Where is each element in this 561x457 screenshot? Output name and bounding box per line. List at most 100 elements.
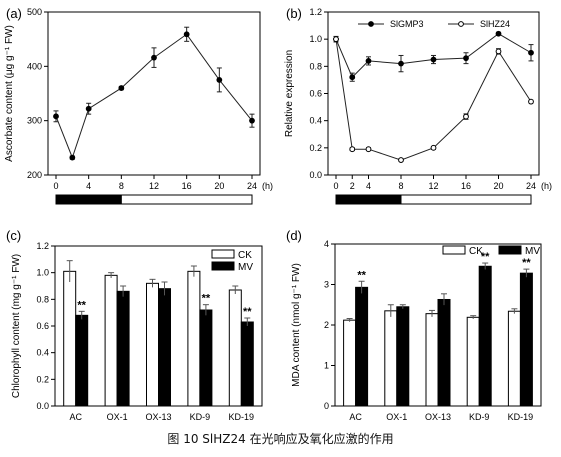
- significance-mark: **: [243, 306, 252, 318]
- x-tick-label: KD-19: [508, 412, 534, 422]
- data-point: [398, 157, 404, 163]
- data-point: [528, 49, 534, 56]
- data-point: [216, 77, 223, 83]
- x-tick-label: AC: [349, 412, 362, 422]
- bar: [146, 282, 159, 407]
- legend-swatch: [442, 245, 466, 255]
- data-point: [118, 85, 125, 91]
- y-tick-label: 3: [324, 280, 329, 290]
- x-tick-label: OX-13: [425, 412, 451, 422]
- figure-caption: 图 10 SlHZ24 在光响应及氧化应激的作用: [167, 432, 394, 446]
- data-point: [365, 146, 372, 153]
- y-tick-label: 400: [27, 61, 42, 71]
- bar: [519, 272, 533, 407]
- y-tick-label: 0.0: [36, 401, 49, 411]
- y-tick-label: 1.2: [36, 241, 49, 251]
- data-point: [430, 144, 437, 151]
- bar: [187, 270, 201, 407]
- significance-mark: **: [202, 293, 211, 305]
- legend-entry: CK: [469, 246, 483, 257]
- y-tick-label: 2: [324, 320, 329, 330]
- bar: [425, 313, 439, 407]
- y-tick-label: 4: [324, 239, 329, 249]
- y-axis-label: Chlorophyll content (mg g⁻¹ FW): [11, 254, 22, 398]
- x-tick-label: 2: [350, 181, 355, 191]
- x-tick-label: 20: [214, 181, 224, 191]
- bar: [343, 319, 357, 407]
- x-tick-label: 20: [493, 181, 503, 191]
- y-tick-label: 0.0: [309, 170, 322, 180]
- x-tick-label: 8: [119, 181, 124, 191]
- y-axis-label: Relative expression: [284, 50, 295, 137]
- x-tick-label: 24: [247, 181, 257, 191]
- significance-mark: **: [481, 251, 490, 263]
- x-tick-label: 12: [428, 181, 438, 191]
- bar: [116, 290, 130, 407]
- legend-entry: CK: [238, 250, 252, 261]
- data-point: [85, 105, 92, 112]
- series-line: [55, 33, 253, 160]
- bar: [396, 306, 410, 407]
- bar: [355, 286, 369, 407]
- data-point: [365, 58, 372, 64]
- significance-mark: **: [522, 257, 531, 269]
- y-tick-label: 0.8: [309, 61, 322, 71]
- data-point: [349, 74, 356, 81]
- y-tick-label: 300: [27, 116, 42, 126]
- legend-entry: MV: [238, 262, 253, 273]
- x-tick-label: 16: [182, 181, 192, 191]
- legend-swatch: [211, 261, 235, 271]
- x-tick-label: 0: [53, 181, 58, 191]
- light-period-bar: [120, 194, 253, 205]
- bar: [104, 274, 118, 407]
- y-tick-label: 0.2: [36, 374, 49, 384]
- x-tick-label: OX-1: [107, 412, 128, 422]
- y-tick-label: 0: [324, 401, 329, 411]
- bar: [63, 270, 77, 407]
- legend-swatch: [498, 245, 522, 255]
- legend-entry: SlHZ24: [480, 19, 510, 29]
- x-tick-label: KD-9: [190, 412, 211, 422]
- data-point: [151, 54, 157, 61]
- bar: [437, 298, 451, 407]
- data-point: [430, 56, 437, 63]
- x-tick-label: OX-13: [145, 412, 171, 422]
- y-tick-label: 1.0: [36, 268, 49, 278]
- legend-entry: SlGMP3: [390, 19, 424, 29]
- panel-label-a: (a): [6, 6, 22, 21]
- panel-label-d: (d): [286, 228, 302, 243]
- y-tick-label: 0.6: [36, 321, 49, 331]
- dark-period-bar: [335, 194, 402, 205]
- chart-relative-expression: 0.0 0.2 0.4 0.6 0.8 1.0 1.2 Relative expression…: [284, 7, 552, 205]
- y-tick-label: 0.4: [309, 116, 322, 126]
- data-point: [463, 113, 469, 120]
- data-point: [349, 146, 356, 153]
- bar: [384, 310, 398, 407]
- significance-mark: **: [77, 299, 86, 311]
- x-tick-label: 4: [366, 181, 371, 191]
- bar: [228, 289, 242, 407]
- y-tick-label: 0.6: [309, 89, 322, 99]
- data-point: [69, 154, 76, 161]
- x-tick-label: KD-19: [229, 412, 255, 422]
- panel-label-b: (b): [286, 6, 302, 21]
- bar: [75, 314, 89, 407]
- data-point: [53, 113, 59, 120]
- bar: [507, 310, 521, 407]
- x-tick-label: 0: [333, 181, 338, 191]
- data-point: [495, 48, 502, 55]
- y-tick-label: 1: [324, 361, 329, 371]
- plot-frame: [47, 11, 261, 176]
- y-tick-label: 500: [27, 7, 42, 17]
- data-point: [463, 55, 469, 62]
- y-tick-label: 0.4: [36, 348, 49, 358]
- data-point: [495, 30, 502, 37]
- bar: [466, 316, 480, 407]
- y-tick-label: 1.0: [309, 34, 322, 44]
- data-point: [249, 117, 255, 124]
- panel-label-c: (c): [6, 228, 21, 243]
- y-tick-label: 0.2: [309, 143, 322, 153]
- x-unit-label: (h): [262, 181, 273, 191]
- legend-entry: MV: [525, 246, 540, 257]
